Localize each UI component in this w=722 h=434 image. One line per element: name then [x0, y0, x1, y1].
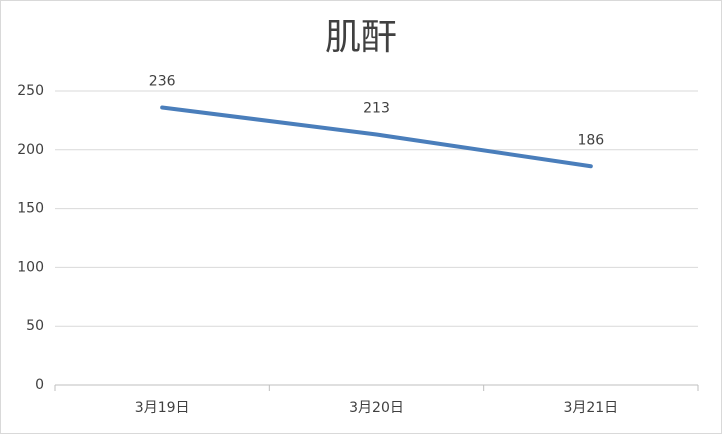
chart-title: 肌酐	[325, 17, 397, 58]
y-tick-label: 250	[17, 83, 44, 99]
data-label: 213	[363, 101, 390, 117]
data-label: 186	[577, 132, 604, 148]
x-tick-label: 3月21日	[563, 400, 618, 416]
y-tick-label: 0	[35, 377, 44, 393]
y-tick-label: 100	[17, 259, 44, 275]
y-tick-label: 50	[26, 318, 44, 334]
y-tick-label: 200	[17, 142, 44, 158]
data-label: 236	[149, 73, 176, 89]
y-tick-label: 150	[17, 201, 44, 217]
x-tick-label: 3月19日	[135, 400, 190, 416]
x-tick-label: 3月20日	[349, 400, 404, 416]
line	[160, 105, 593, 169]
